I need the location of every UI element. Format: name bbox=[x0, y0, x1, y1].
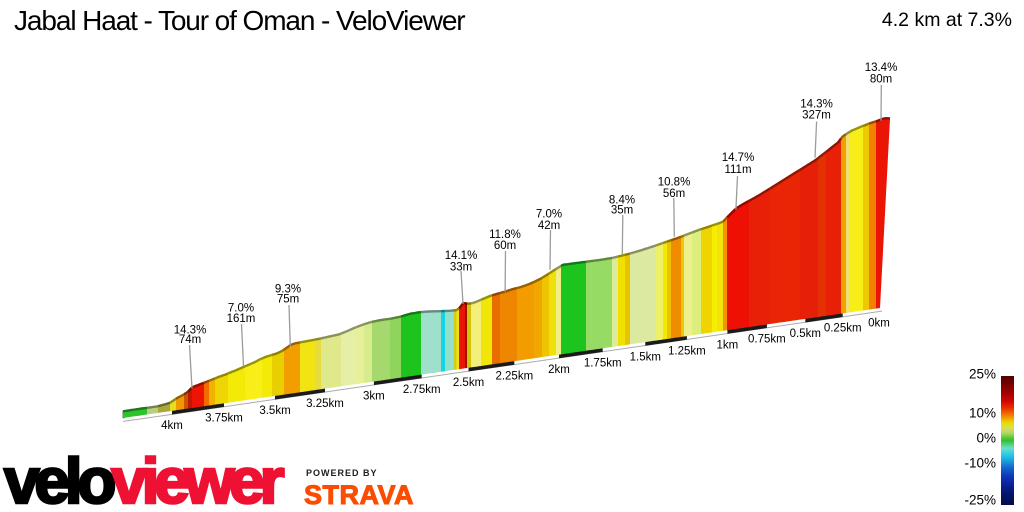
svg-text:327m: 327m bbox=[802, 110, 831, 122]
svg-text:60m: 60m bbox=[494, 240, 516, 252]
svg-text:1.75km: 1.75km bbox=[584, 358, 622, 370]
svg-text:0km: 0km bbox=[868, 317, 890, 329]
svg-text:7.0%: 7.0% bbox=[536, 209, 562, 221]
svg-text:33m: 33m bbox=[450, 262, 472, 274]
svg-text:0.75km: 0.75km bbox=[748, 334, 786, 346]
svg-text:3.75km: 3.75km bbox=[205, 413, 243, 425]
svg-text:0%: 0% bbox=[976, 431, 996, 446]
svg-text:56m: 56m bbox=[663, 188, 685, 200]
svg-text:Jabal Haat - Tour of Oman - Ve: Jabal Haat - Tour of Oman - VeloViewer bbox=[14, 5, 465, 36]
svg-text:-10%: -10% bbox=[964, 456, 996, 471]
svg-text:9.3%: 9.3% bbox=[275, 284, 301, 296]
svg-text:35m: 35m bbox=[611, 205, 633, 217]
svg-text:-25%: -25% bbox=[964, 493, 996, 508]
svg-text:111m: 111m bbox=[724, 164, 751, 176]
svg-text:161m: 161m bbox=[227, 313, 256, 325]
svg-text:14.1%: 14.1% bbox=[445, 250, 478, 262]
svg-text:10%: 10% bbox=[969, 406, 996, 421]
svg-text:14.3%: 14.3% bbox=[800, 99, 833, 111]
svg-text:74m: 74m bbox=[179, 334, 201, 346]
svg-text:8.4%: 8.4% bbox=[609, 195, 635, 207]
svg-text:0.25km: 0.25km bbox=[824, 323, 862, 335]
svg-text:2km: 2km bbox=[548, 364, 570, 376]
svg-text:2.75km: 2.75km bbox=[403, 384, 441, 396]
svg-text:25%: 25% bbox=[969, 367, 996, 382]
svg-text:14.3%: 14.3% bbox=[174, 325, 207, 337]
svg-text:75m: 75m bbox=[277, 294, 299, 306]
svg-text:3.25km: 3.25km bbox=[306, 398, 344, 410]
svg-text:3km: 3km bbox=[363, 391, 385, 403]
svg-text:POWERED BY: POWERED BY bbox=[306, 468, 378, 478]
svg-text:13.4%: 13.4% bbox=[865, 62, 898, 74]
svg-text:1.25km: 1.25km bbox=[668, 345, 706, 357]
svg-text:14.7%: 14.7% bbox=[722, 152, 755, 164]
svg-text:0.5km: 0.5km bbox=[790, 328, 821, 340]
svg-text:80m: 80m bbox=[870, 74, 892, 86]
svg-text:STRAVA: STRAVA bbox=[304, 480, 414, 510]
svg-text:10.8%: 10.8% bbox=[658, 177, 691, 189]
svg-text:42m: 42m bbox=[538, 220, 560, 232]
svg-text:3.5km: 3.5km bbox=[259, 405, 290, 417]
svg-text:4.2 km at 7.3%: 4.2 km at 7.3% bbox=[882, 9, 1012, 31]
svg-text:2.5km: 2.5km bbox=[453, 377, 484, 389]
svg-text:veloviewer: veloviewer bbox=[4, 445, 284, 512]
svg-text:4km: 4km bbox=[161, 420, 183, 432]
svg-text:2.25km: 2.25km bbox=[495, 370, 533, 382]
svg-text:11.8%: 11.8% bbox=[489, 229, 521, 241]
svg-text:1km: 1km bbox=[717, 339, 739, 351]
svg-text:7.0%: 7.0% bbox=[228, 303, 254, 315]
svg-text:1.5km: 1.5km bbox=[630, 351, 661, 363]
